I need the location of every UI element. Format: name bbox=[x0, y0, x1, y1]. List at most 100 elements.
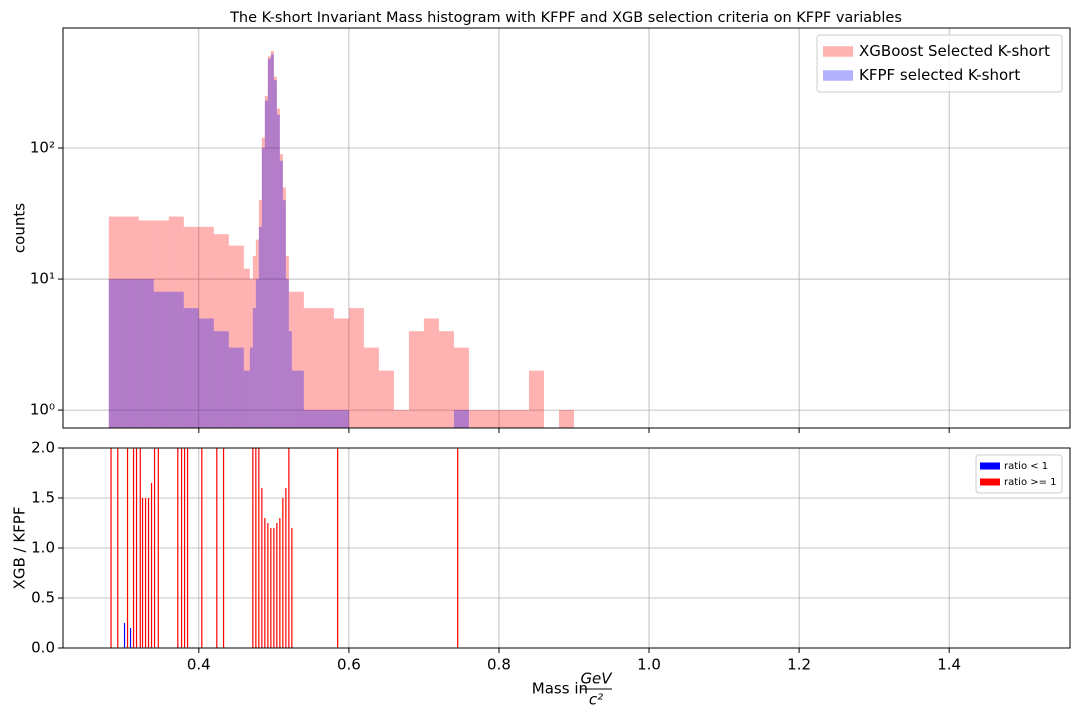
ratio-bar bbox=[150, 483, 153, 648]
ratio-bar bbox=[147, 498, 150, 648]
legend-swatch bbox=[823, 46, 853, 57]
histogram-bar bbox=[291, 370, 304, 428]
ratio-bar bbox=[117, 448, 119, 648]
legend-box bbox=[816, 34, 1063, 93]
histogram-bar bbox=[483, 410, 499, 428]
histogram-bar bbox=[378, 370, 394, 428]
histogram-bar bbox=[276, 108, 280, 428]
histogram-bar bbox=[438, 331, 454, 428]
x-tick-label: 1.2 bbox=[787, 656, 811, 674]
plot-layer: 10⁰ 10¹ 10² XGBoost Selected K-short KFPF se… bbox=[30, 27, 1071, 674]
histogram-bar bbox=[528, 370, 544, 428]
y-axis-label: XGB / KFPF bbox=[11, 507, 29, 590]
y-tick-label: 1.5 bbox=[31, 489, 55, 507]
x-tick-label: 0.8 bbox=[487, 656, 511, 674]
histogram-bar bbox=[258, 200, 262, 428]
ratio-bar bbox=[261, 488, 263, 648]
histogram-bar bbox=[279, 160, 283, 429]
ratio-bar bbox=[139, 448, 141, 648]
ratio-bar bbox=[177, 448, 179, 648]
ratio-bar bbox=[123, 623, 126, 648]
ratio-bar bbox=[279, 518, 281, 648]
histogram-bar bbox=[258, 226, 262, 428]
histogram-bar bbox=[138, 279, 154, 428]
y-tick-label: 2.0 bbox=[31, 439, 55, 457]
ratio-bar bbox=[216, 448, 218, 648]
legend-swatch bbox=[980, 462, 1000, 470]
histogram-bar bbox=[333, 318, 349, 428]
histogram-bar bbox=[108, 216, 124, 428]
histogram-bar bbox=[270, 51, 274, 428]
histogram-bar bbox=[153, 291, 169, 428]
histogram-bar bbox=[213, 331, 229, 428]
histogram-bar bbox=[198, 318, 214, 428]
x-tick-label: 1.0 bbox=[637, 656, 661, 674]
histogram-bar bbox=[183, 226, 199, 428]
histogram-bar bbox=[333, 410, 349, 428]
histogram-bar bbox=[213, 234, 229, 428]
ratio-bar bbox=[222, 448, 225, 648]
ratio-bar bbox=[273, 528, 275, 648]
histogram-bar bbox=[267, 58, 271, 428]
histogram-bar bbox=[228, 347, 244, 428]
ratio-bar bbox=[270, 528, 272, 648]
histogram-bar bbox=[285, 255, 289, 428]
ratio-bar bbox=[285, 488, 287, 648]
x-axis-label-denominator: c² bbox=[589, 691, 603, 709]
x-tick-label: 1.4 bbox=[937, 656, 961, 674]
chart-title: The K-short Invariant Mass histogram wit… bbox=[229, 10, 902, 26]
ratio-bar bbox=[291, 528, 293, 648]
histogram-bar bbox=[243, 268, 250, 428]
histogram-bar bbox=[270, 54, 274, 429]
ratio-bar bbox=[457, 448, 459, 648]
histogram-bar bbox=[288, 291, 292, 428]
histogram-bar bbox=[453, 347, 469, 428]
ratio-bar bbox=[337, 448, 339, 648]
ratio-bar bbox=[157, 448, 159, 648]
ratio-bar bbox=[135, 448, 138, 648]
histogram-bar bbox=[249, 279, 253, 428]
histogram-bar bbox=[498, 410, 514, 428]
ratio-bar bbox=[252, 448, 254, 648]
histogram-bar bbox=[408, 331, 424, 428]
axes-frame bbox=[62, 447, 1071, 649]
ratio-bar bbox=[183, 448, 186, 648]
histogram-bar bbox=[123, 216, 139, 428]
ratio-bar bbox=[276, 523, 278, 648]
histogram-bar bbox=[255, 239, 259, 428]
histogram-bar bbox=[468, 410, 484, 428]
histogram-bar bbox=[264, 100, 268, 428]
ratio-bar bbox=[132, 448, 135, 648]
y-tick-label: 10⁰ bbox=[30, 401, 55, 419]
ratio-bar bbox=[288, 448, 290, 648]
ratio-bar bbox=[129, 628, 132, 648]
histogram-bar bbox=[255, 279, 259, 428]
bars bbox=[110, 448, 459, 648]
histogram-bar bbox=[513, 410, 529, 428]
legend-label: ratio < 1 bbox=[1004, 461, 1048, 472]
ratio-bar bbox=[141, 498, 144, 648]
histogram-bar bbox=[123, 279, 139, 428]
ratio-bar bbox=[267, 523, 269, 648]
x-axis-label: Mass in bbox=[532, 680, 588, 698]
histogram-bar bbox=[318, 308, 334, 428]
y-tick-label: 10² bbox=[30, 139, 55, 157]
ratio-bar bbox=[255, 448, 257, 648]
ratio-bar bbox=[264, 518, 266, 648]
ratio-bar bbox=[180, 448, 183, 648]
histogram-bar bbox=[558, 410, 575, 428]
y-tick-label: 10¹ bbox=[30, 270, 55, 288]
histogram-bar bbox=[138, 220, 154, 428]
histogram-bar bbox=[423, 318, 439, 428]
y-axis-label: counts bbox=[11, 203, 29, 253]
legend-swatch bbox=[980, 478, 1000, 486]
histogram-bar bbox=[303, 410, 319, 428]
ratio-bar bbox=[282, 498, 284, 648]
histogram-bar bbox=[453, 410, 469, 428]
ratio-bar bbox=[186, 448, 189, 648]
histogram-bar bbox=[183, 308, 199, 428]
histogram-bar bbox=[267, 56, 271, 428]
x-axis-label-numerator: GeV bbox=[580, 670, 613, 688]
histogram-bar bbox=[168, 291, 184, 428]
